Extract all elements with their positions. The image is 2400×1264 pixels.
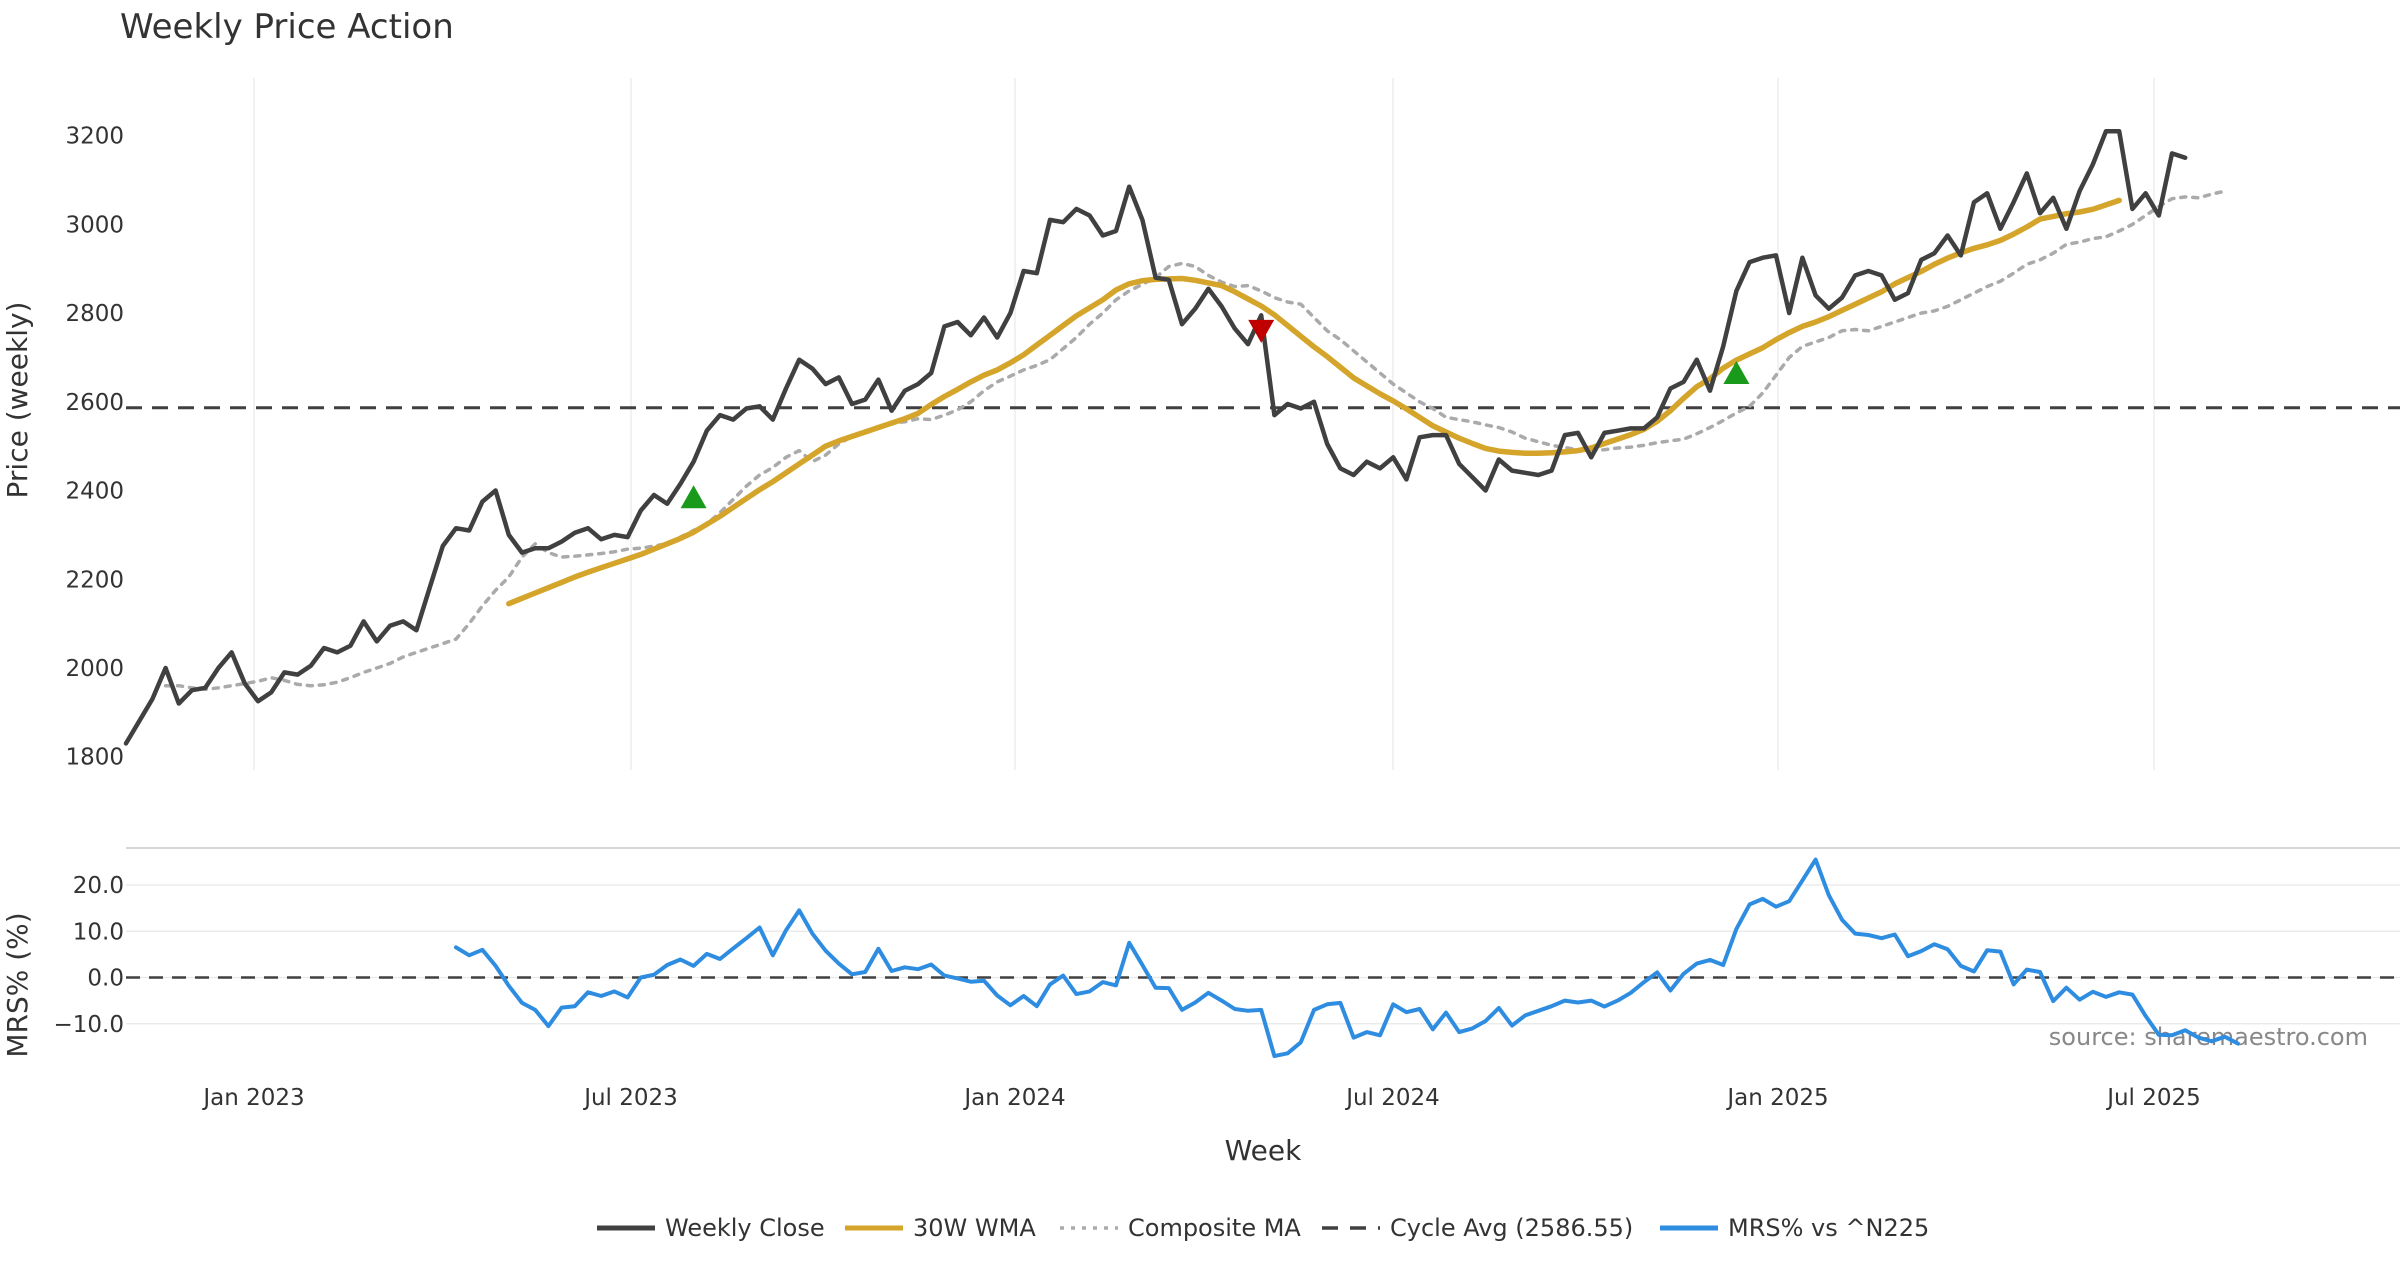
legend-label-mrs: MRS% vs ^N225 <box>1728 1214 1929 1242</box>
x-tick-label: Jan 2023 <box>201 1085 304 1111</box>
x-tick-label: Jan 2024 <box>962 1085 1065 1111</box>
sell-signal-marker <box>1248 319 1275 343</box>
signal-markers <box>680 319 1750 509</box>
price-y-tick-label: 2800 <box>65 301 124 327</box>
x-tick-label: Jul 2023 <box>582 1085 678 1111</box>
legend: Weekly Close 30W WMA Composite MA Cycle Avg… <box>597 1214 1929 1242</box>
price-y-tick-label: 2200 <box>65 567 124 593</box>
legend-label-composite: Composite MA <box>1128 1214 1301 1242</box>
series-lines <box>123 128 2400 1059</box>
mrs-y-axis-label: MRS% (%) <box>1 912 34 1057</box>
legend-label-weekly_close: Weekly Close <box>665 1214 825 1242</box>
x-axis-label: Week <box>1225 1134 1302 1167</box>
legend-label-wma: 30W WMA <box>913 1214 1036 1242</box>
mrs-line <box>454 857 2240 1059</box>
mrs-y-tick-label: 10.0 <box>73 919 124 945</box>
composite-ma-line <box>163 189 2227 692</box>
price-y-tick-label: 3000 <box>65 212 124 238</box>
x-tick-label: Jul 2025 <box>2105 1085 2201 1111</box>
price-y-tick-label: 3200 <box>65 124 124 150</box>
grid-lines <box>126 78 2400 1025</box>
chart-title: Weekly Price Action <box>120 7 454 47</box>
price-y-tick-label: 2000 <box>65 656 124 682</box>
x-tick-label: Jan 2025 <box>1725 1085 1828 1111</box>
mrs-y-tick-label: −10.0 <box>54 1012 124 1038</box>
x-tick-label: Jul 2024 <box>1344 1085 1440 1111</box>
price-y-tick-label: 2600 <box>65 390 124 416</box>
price-y-axis-label: Price (weekly) <box>1 302 34 499</box>
mrs-y-tick-label: 20.0 <box>73 873 124 899</box>
source-annotation: source: sharemaestro.com <box>2049 1023 2368 1051</box>
price-y-tick-label: 1800 <box>65 745 124 771</box>
buy-signal-marker <box>1723 360 1750 384</box>
mrs-y-tick-label: 0.0 <box>87 966 124 992</box>
tick-labels: 1800 2000 2200 2400 2600 2800 3000 3200 20.0 10.0… <box>54 124 2201 1111</box>
weekly-close-line <box>123 128 2188 746</box>
buy-signal-marker <box>680 485 707 509</box>
legend-label-cycle: Cycle Avg (2586.55) <box>1390 1214 1633 1242</box>
wma-30w-line <box>506 197 2122 607</box>
price-y-tick-label: 2400 <box>65 479 124 505</box>
